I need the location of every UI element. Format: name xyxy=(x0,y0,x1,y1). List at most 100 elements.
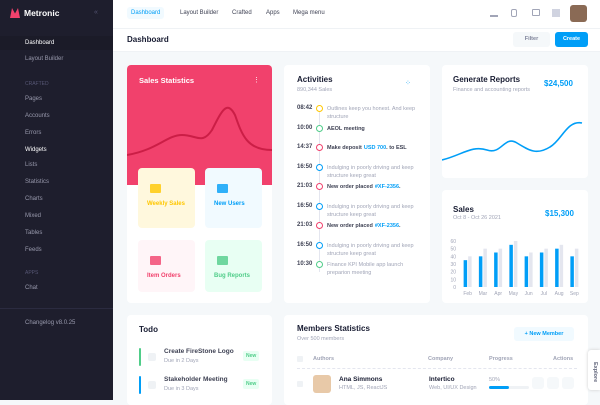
action-button[interactable] xyxy=(547,377,559,389)
checkbox[interactable] xyxy=(297,356,303,362)
avatar[interactable] xyxy=(570,5,587,22)
tile[interactable] xyxy=(138,168,195,228)
checkbox[interactable] xyxy=(148,381,156,389)
activity-text: New order placed #XF-2356. xyxy=(327,183,423,191)
activity-text: Indulging in poorly driving and keep str… xyxy=(327,203,423,219)
menu-item[interactable]: Statistics xyxy=(25,179,50,185)
x-tick-label: Mar xyxy=(479,291,488,297)
card-subtitle: 890,344 Sales xyxy=(297,87,333,93)
filter-button[interactable]: Filter xyxy=(513,32,550,47)
todo-title[interactable]: Create FireStone Logo xyxy=(164,348,234,355)
text: Make deposit xyxy=(327,145,362,151)
logo xyxy=(10,8,20,18)
card-title: Todo xyxy=(139,325,158,334)
activity-text: Make deposit USD 700. to ESL xyxy=(327,144,423,152)
new-member-button[interactable]: + New Member xyxy=(514,327,574,341)
nav-item[interactable]: Dashboard xyxy=(127,7,165,19)
activities-card xyxy=(284,65,430,303)
timeline-dot xyxy=(316,261,323,268)
bar xyxy=(478,256,483,287)
bar xyxy=(463,260,468,287)
menu-item[interactable]: Tables xyxy=(25,230,43,236)
activity-time: 10:30 xyxy=(297,261,313,267)
brand[interactable]: Metronic xyxy=(24,8,60,18)
bar xyxy=(570,256,574,287)
card-title: Members Statistics xyxy=(297,324,370,333)
icon-apps[interactable] xyxy=(511,9,517,17)
member-name[interactable]: Ana Simmons xyxy=(339,376,383,383)
tile-icon xyxy=(150,184,161,193)
tile[interactable] xyxy=(138,240,195,292)
column-header: Authors xyxy=(313,356,335,362)
todo-title[interactable]: Stakeholder Meeting xyxy=(164,376,228,383)
icon-chat[interactable] xyxy=(532,9,540,16)
menu-icon[interactable]: ⁘ xyxy=(405,80,411,87)
x-tick-label: Feb xyxy=(463,291,472,297)
timeline-dot xyxy=(316,144,323,151)
tile-label: Bug Reports xyxy=(214,273,250,279)
nav-item[interactable]: Layout Builder xyxy=(180,10,219,16)
collapse[interactable]: « xyxy=(94,9,98,16)
wave xyxy=(127,106,272,156)
tile[interactable] xyxy=(205,168,262,228)
activity-time: 16:50 xyxy=(297,241,313,248)
member-avatar xyxy=(313,375,331,393)
y-tick-label: 0 xyxy=(453,285,456,291)
bar xyxy=(494,252,498,287)
y-tick-label: 20 xyxy=(450,270,456,276)
menu-item[interactable]: Chat xyxy=(25,285,38,291)
nav-item[interactable]: Crafted xyxy=(232,10,252,16)
card-subtitle: Finance and accounting reports xyxy=(453,87,531,93)
reports-line xyxy=(442,122,583,161)
bar xyxy=(574,248,579,287)
tile[interactable] xyxy=(205,240,262,292)
menu-item[interactable]: Mixed xyxy=(25,213,42,219)
activity-time: 14:37 xyxy=(297,144,313,150)
action-button[interactable] xyxy=(532,377,544,389)
header xyxy=(113,0,600,52)
action-button[interactable] xyxy=(562,377,574,389)
x-tick-label: Aug xyxy=(555,291,564,297)
x-tick-label: Jul xyxy=(541,291,547,297)
timeline-dot xyxy=(316,241,323,249)
todo-bar xyxy=(139,376,141,394)
activity-text: Finance KPI Mobile app launch preparion … xyxy=(327,261,423,277)
icon-stats[interactable] xyxy=(490,9,498,17)
section-label: APPS xyxy=(25,270,39,276)
progress-label: 50% xyxy=(489,377,501,383)
button-label: New Member xyxy=(529,331,564,337)
nav-item[interactable]: Mega menu xyxy=(293,10,325,16)
menu-item[interactable]: Dashboard xyxy=(25,40,55,46)
menu-item[interactable]: Errors xyxy=(25,130,42,136)
create-button[interactable]: Create xyxy=(555,32,588,47)
timeline-dot xyxy=(316,202,323,210)
changelog[interactable]: Changelog v8.0.25 xyxy=(25,320,76,326)
amount: $24,500 xyxy=(544,79,573,88)
menu-item[interactable]: Lists xyxy=(25,162,38,168)
checkbox[interactable] xyxy=(148,353,156,361)
menu-item[interactable]: Pages xyxy=(25,96,43,102)
highlight: #XF-2356 xyxy=(374,223,400,229)
bar xyxy=(468,256,472,287)
nav-item[interactable]: Apps xyxy=(266,10,280,16)
menu-item[interactable]: Layout Builder xyxy=(25,56,64,62)
menu-item[interactable]: Feeds xyxy=(25,247,42,253)
explore-label[interactable]: Explore xyxy=(592,362,598,383)
icon-menu[interactable] xyxy=(552,9,560,17)
checkbox[interactable] xyxy=(297,381,303,387)
explore-tab[interactable] xyxy=(588,350,600,390)
badge: New xyxy=(243,351,260,361)
menu-icon[interactable]: ⋮ xyxy=(253,77,260,84)
y-tick-label: 40 xyxy=(450,254,456,260)
tile-icon xyxy=(150,256,161,265)
timeline-dot xyxy=(316,124,323,132)
text: New order placed xyxy=(327,223,373,229)
card-subtitle: Over 500 members xyxy=(297,336,345,342)
activity-time: 21:03 xyxy=(297,222,313,228)
bar xyxy=(544,248,548,287)
menu-item[interactable]: Charts xyxy=(25,196,43,202)
menu-item[interactable]: Accounts xyxy=(25,113,50,119)
menu-item[interactable]: Widgets xyxy=(25,147,47,153)
card-title: Sales xyxy=(453,205,474,214)
